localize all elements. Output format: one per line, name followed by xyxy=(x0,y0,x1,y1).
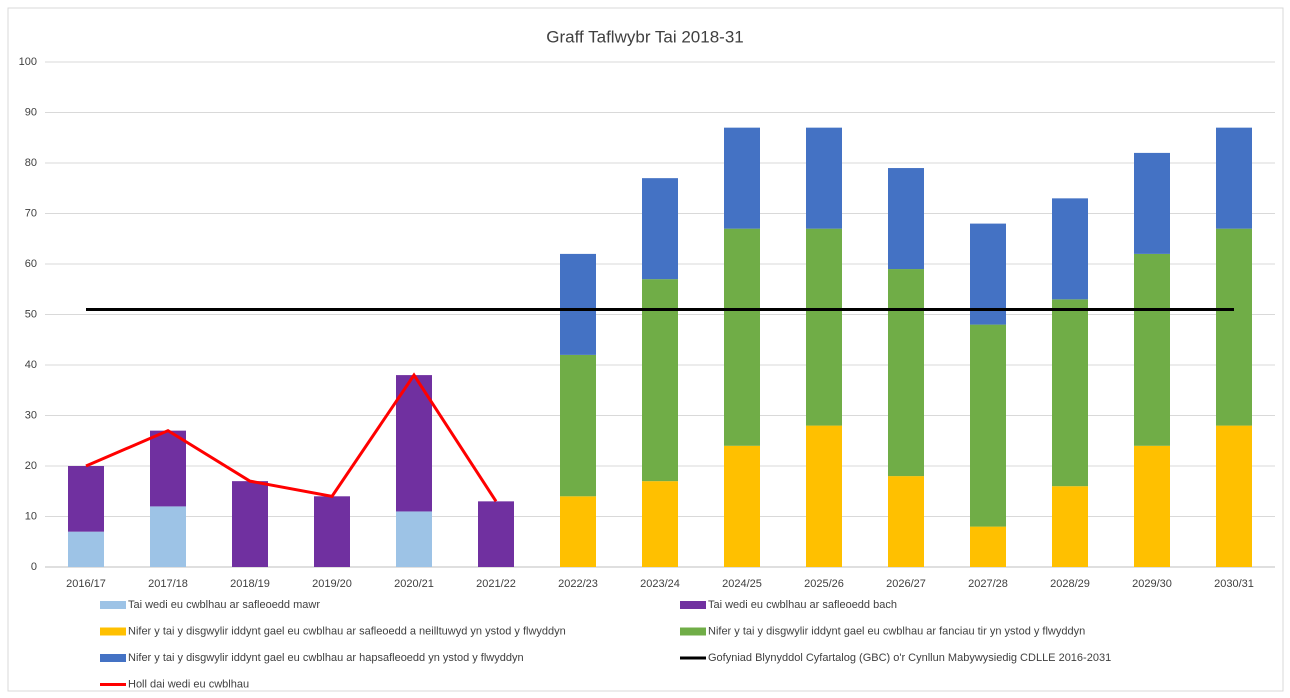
bar xyxy=(1216,425,1252,567)
bar xyxy=(1052,198,1088,300)
bar xyxy=(1052,299,1088,487)
legend-swatch xyxy=(100,601,126,609)
y-tick-label: 70 xyxy=(25,207,37,219)
chart-title: Graff Taflwybr Tai 2018-31 xyxy=(546,27,744,46)
x-tick-label: 2022/23 xyxy=(558,578,598,590)
bar xyxy=(888,168,924,270)
x-tick-label: 2030/31 xyxy=(1214,578,1254,590)
y-tick-label: 50 xyxy=(25,308,37,320)
bar xyxy=(150,506,186,567)
bar xyxy=(888,269,924,477)
bar xyxy=(642,178,678,280)
bar xyxy=(642,279,678,482)
bar xyxy=(396,375,432,512)
bar xyxy=(478,501,514,567)
x-tick-label: 2025/26 xyxy=(804,578,844,590)
x-tick-label: 2020/21 xyxy=(394,578,434,590)
y-tick-label: 10 xyxy=(25,510,37,522)
x-tick-label: 2017/18 xyxy=(148,578,188,590)
bar xyxy=(560,253,596,355)
legend-label: Holl dai wedi eu cwblhau xyxy=(128,678,249,690)
bar xyxy=(68,466,104,532)
bar xyxy=(1134,445,1170,567)
legend-label: Gofyniad Blynyddol Cyfartalog (GBC) o'r … xyxy=(708,652,1111,664)
x-tick-label: 2028/29 xyxy=(1050,578,1090,590)
bar xyxy=(970,223,1006,325)
legend-swatch xyxy=(100,627,126,636)
y-tick-label: 90 xyxy=(25,106,37,118)
bar xyxy=(1052,486,1088,567)
bar xyxy=(314,496,350,567)
bar xyxy=(150,430,186,507)
bar xyxy=(970,526,1006,567)
x-tick-label: 2021/22 xyxy=(476,578,516,590)
legend-label: Nifer y tai y disgwylir iddynt gael eu c… xyxy=(708,625,1085,637)
legend-label: Nifer y tai y disgwylir iddynt gael eu c… xyxy=(128,652,524,664)
bar xyxy=(232,481,268,567)
x-tick-label: 2023/24 xyxy=(640,578,680,590)
x-tick-label: 2019/20 xyxy=(312,578,352,590)
line xyxy=(85,372,498,503)
y-tick-label: 100 xyxy=(19,56,37,68)
legend-swatch xyxy=(680,627,706,636)
legend: Tai wedi eu cwblhau ar safleoedd mawr Tai… xyxy=(100,599,1111,690)
legend-label: Tai wedi eu cwblhau ar safleoedd mawr xyxy=(128,599,320,611)
bar xyxy=(560,496,596,567)
bar xyxy=(970,324,1006,527)
y-tick-label: 30 xyxy=(25,409,37,421)
bar xyxy=(642,481,678,567)
x-tick-label: 2029/30 xyxy=(1132,578,1172,590)
x-tick-label: 2024/25 xyxy=(722,578,762,590)
bar xyxy=(560,354,596,497)
x-tick-label: 2016/17 xyxy=(66,578,106,590)
bar xyxy=(1134,253,1170,446)
bar xyxy=(724,445,760,567)
bar xyxy=(68,531,104,567)
bar xyxy=(724,228,760,446)
y-tick-label: 20 xyxy=(25,460,37,472)
y-tick-label: 0 xyxy=(31,561,37,573)
bar xyxy=(1216,228,1252,426)
y-tick-label: 60 xyxy=(25,258,37,270)
bar xyxy=(806,127,842,229)
x-tick-label: 2026/27 xyxy=(886,578,926,590)
y-tick-label: 80 xyxy=(25,157,37,169)
bar xyxy=(724,127,760,229)
x-tick-label: 2027/28 xyxy=(968,578,1008,590)
bar xyxy=(806,228,842,426)
legend-swatch xyxy=(100,654,126,662)
bar xyxy=(1134,152,1170,254)
bar xyxy=(396,511,432,567)
legend-swatch xyxy=(680,601,706,609)
bar xyxy=(806,425,842,567)
x-tick-label: 2018/19 xyxy=(230,578,270,590)
bar xyxy=(888,476,924,567)
legend-label: Tai wedi eu cwblhau ar safleoedd bach xyxy=(708,599,897,611)
legend-label: Nifer y tai y disgwylir iddynt gael eu c… xyxy=(128,625,566,637)
bar xyxy=(1216,127,1252,229)
y-tick-label: 40 xyxy=(25,359,37,371)
